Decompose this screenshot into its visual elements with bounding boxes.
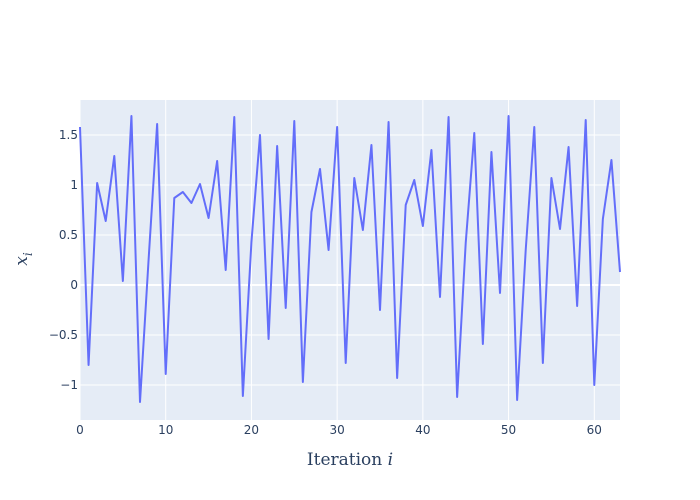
y-tick-label: 1.5 — [59, 128, 78, 142]
y-tick-labels: −1 −0.5 0 0.5 1 1.5 — [49, 128, 78, 392]
y-tick-label: −0.5 — [49, 328, 78, 342]
x-axis-title-variable: i — [388, 450, 393, 470]
x-tick-label: 20 — [244, 423, 259, 437]
y-axis-title-subscript: i — [21, 252, 35, 256]
series-line — [79, 115, 621, 403]
y-tick-label: −1 — [60, 378, 78, 392]
x-tick-label: 60 — [587, 423, 602, 437]
y-tick-label: 1 — [70, 178, 78, 192]
x-tick-label: 30 — [330, 423, 345, 437]
x-tick-labels: 0 10 20 30 40 50 60 — [76, 423, 602, 437]
y-axis-title: xi — [12, 252, 35, 266]
x-tick-label: 10 — [158, 423, 173, 437]
x-tick-label: 40 — [415, 423, 430, 437]
y-axis-title-variable: x — [12, 256, 32, 266]
x-tick-label: 50 — [501, 423, 516, 437]
y-tick-label: 0 — [70, 278, 78, 292]
y-tick-label: 0.5 — [59, 228, 78, 242]
series-layer — [79, 115, 621, 403]
x-axis-title-text: Iteration — [307, 450, 382, 470]
x-tick-label: 0 — [76, 423, 84, 437]
x-axis-title: Iteration i — [307, 450, 393, 470]
